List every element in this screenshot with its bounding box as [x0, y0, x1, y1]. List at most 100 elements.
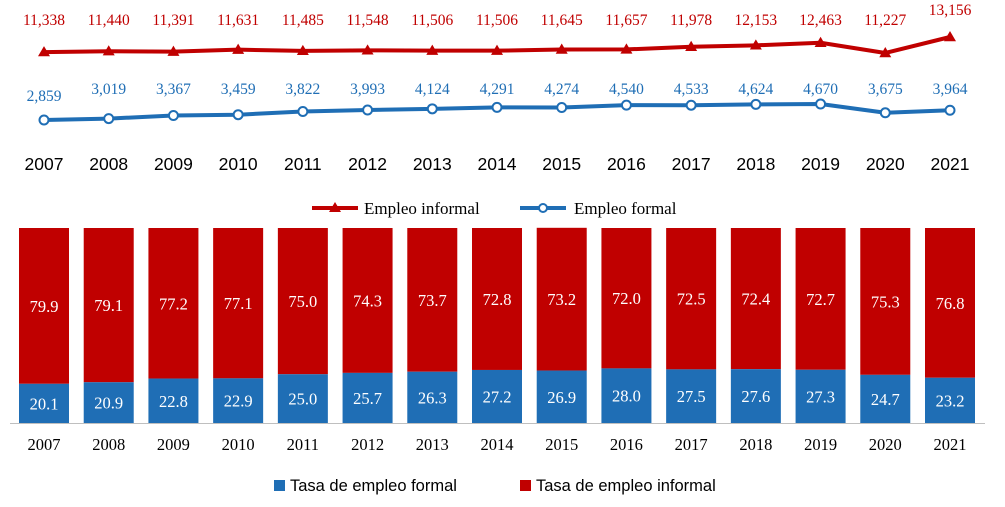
line-chart-year-label: 2020	[866, 154, 905, 174]
informal-data-label: 11,548	[347, 12, 389, 29]
informal-data-label: 11,657	[605, 12, 647, 29]
line-chart-year-label: 2019	[801, 154, 840, 174]
bar-formal-data-label: 24.7	[871, 390, 900, 409]
bar-segment-formal	[213, 378, 264, 423]
formal-data-label: 3,019	[91, 81, 126, 98]
formal-data-label: 4,274	[544, 81, 579, 98]
formal-marker	[38, 114, 50, 126]
informal-data-label: 11,391	[152, 12, 194, 29]
bar-informal-data-label: 72.0	[612, 289, 641, 308]
informal-data-label: 12,463	[799, 12, 842, 29]
formal-marker	[426, 103, 438, 115]
bar-chart-year-label: 2017	[675, 435, 708, 454]
bar-chart-year-label: 2018	[739, 435, 772, 454]
formal-data-label: 2,859	[27, 88, 62, 105]
bar-segment-formal	[19, 383, 69, 423]
bar-segment-informal	[213, 228, 264, 379]
bar-segment-informal	[925, 228, 975, 378]
bar-formal-data-label: 22.8	[159, 392, 188, 411]
bar-informal-data-label: 73.7	[418, 291, 447, 310]
bar-informal-data-label: 77.2	[159, 294, 188, 313]
formal-marker	[620, 99, 632, 111]
legend-formal-rate-label: Tasa de empleo formal	[290, 477, 457, 495]
formal-marker	[879, 107, 891, 119]
bar-segment-informal	[860, 228, 911, 375]
line-chart-year-label: 2010	[219, 154, 258, 174]
bar-segment-informal	[83, 228, 134, 383]
bar-segment-informal	[19, 228, 69, 384]
bar-chart-year-label: 2020	[869, 435, 902, 454]
bar-segment-formal	[536, 370, 587, 423]
bar-segment-formal	[472, 369, 522, 423]
informal-marker	[879, 47, 892, 58]
formal-data-label: 4,533	[674, 81, 709, 98]
line-chart-year-label: 2011	[284, 154, 322, 174]
formal-marker	[750, 98, 762, 110]
line-chart: 11,338 11,440 11,391 11,631 11,485 11,548 11,5…	[23, 2, 972, 174]
bar-segment-formal	[407, 371, 458, 423]
legend-informal-label: Empleo informal	[364, 199, 480, 218]
formal-marker	[297, 105, 309, 117]
bar-chart-year-label: 2019	[804, 435, 837, 454]
bar-chart-year-label: 2010	[222, 435, 255, 454]
informal-marker	[167, 45, 180, 56]
bar-chart-year-label: 2009	[157, 435, 190, 454]
informal-data-label: 11,645	[541, 12, 583, 29]
bar-informal-data-label: 76.8	[936, 294, 965, 313]
legend-formal-marker	[538, 203, 548, 213]
bar-segment-informal	[536, 227, 587, 371]
bar-segment-informal	[666, 228, 717, 370]
line-chart-year-label: 2015	[542, 154, 581, 174]
informal-data-label: 11,440	[88, 12, 130, 29]
bar-chart-year-label: 2007	[28, 435, 61, 454]
bar-segment-informal	[342, 228, 393, 373]
line-chart-year-label: 2014	[478, 154, 517, 174]
line-chart-year-label: 2009	[154, 154, 193, 174]
formal-data-label: 4,540	[609, 81, 644, 98]
bar-formal-data-label: 22.9	[224, 392, 253, 411]
bar-formal-data-label: 27.5	[677, 387, 706, 406]
bar-formal-data-label: 27.2	[483, 387, 512, 406]
line-chart-year-label: 2018	[736, 154, 775, 174]
bar-formal-data-label: 28.0	[612, 387, 641, 406]
informal-data-label: 11,978	[670, 12, 712, 29]
line-chart-year-label: 2008	[89, 154, 128, 174]
informal-marker	[814, 36, 827, 47]
stacked-bar-chart: 79.9 20.1 2007 79.1 20.9 2008 77.2 22.8 2009 77.1…	[10, 227, 985, 454]
bar-segment-formal	[860, 374, 911, 423]
bar-segment-formal	[730, 369, 781, 423]
formal-data-label: 3,459	[221, 81, 256, 98]
formal-marker	[232, 109, 244, 121]
bar-formal-data-label: 25.7	[353, 389, 382, 408]
line-chart-year-label: 2012	[348, 154, 387, 174]
bar-segment-formal	[601, 368, 652, 423]
bar-segment-informal	[148, 228, 199, 379]
line-chart-legend: Empleo informal Empleo formal	[312, 199, 677, 218]
bar-segment-informal	[795, 228, 846, 370]
bar-informal-data-label: 74.3	[353, 291, 382, 310]
bar-informal-data-label: 72.7	[806, 290, 835, 309]
informal-data-label: 11,506	[411, 12, 453, 29]
informal-data-label: 11,506	[476, 12, 518, 29]
bar-segment-formal	[83, 382, 134, 423]
informal-marker	[361, 44, 374, 55]
informal-marker	[749, 39, 762, 50]
formal-data-label: 3,964	[933, 81, 968, 98]
formal-marker	[362, 104, 374, 116]
line-chart-year-label: 2016	[607, 154, 646, 174]
bar-formal-data-label: 26.9	[547, 388, 576, 407]
informal-marker	[944, 31, 956, 42]
bar-formal-data-label: 26.3	[418, 388, 447, 407]
bar-segment-informal	[472, 228, 522, 370]
informal-marker	[555, 43, 568, 54]
bar-segment-formal	[666, 369, 717, 423]
informal-marker	[232, 43, 245, 54]
bar-segment-informal	[601, 228, 652, 369]
bar-segment-informal	[730, 228, 781, 370]
bar-segment-formal	[277, 374, 328, 423]
formal-data-label: 4,291	[480, 81, 515, 98]
bar-chart-year-label: 2012	[351, 435, 384, 454]
line-chart-year-label: 2007	[25, 154, 64, 174]
bar-informal-data-label: 72.4	[741, 290, 770, 309]
